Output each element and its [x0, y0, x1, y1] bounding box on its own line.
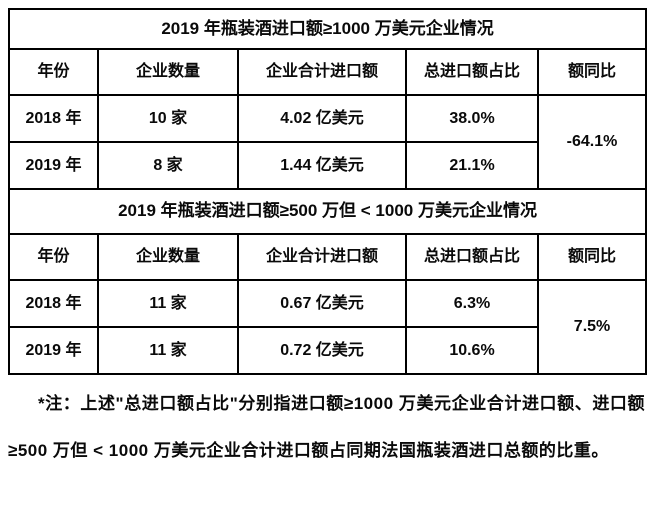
wine-import-table: 2019 年瓶装酒进口额≥1000 万美元企业情况 年份 企业数量 企业合计进口…: [7, 8, 648, 375]
table1-header-year: 年份: [8, 48, 99, 96]
table1-2019-count: 8 家: [97, 141, 239, 190]
footnote: *注：上述"总进口额占比"分别指进口额≥1000 万美元企业合计进口额、进口额≥…: [8, 394, 645, 460]
table2-2018-amount: 0.67 亿美元: [237, 279, 407, 328]
table2-header-amount: 企业合计进口额: [237, 233, 407, 281]
table1-2019-amount: 1.44 亿美元: [237, 141, 407, 190]
table1-title: 2019 年瓶装酒进口额≥1000 万美元企业情况: [7, 8, 648, 50]
table2-title: 2019 年瓶装酒进口额≥500 万但 < 1000 万美元企业情况: [7, 188, 648, 235]
table2-2018-share: 6.3%: [405, 279, 539, 328]
table1-2018-amount: 4.02 亿美元: [237, 94, 407, 143]
table1-2019-year: 2019 年: [8, 141, 99, 190]
table1-header-amount: 企业合计进口额: [237, 48, 407, 96]
table2-row-2018: 2018 年 11 家 0.67 亿美元 6.3% 7.5%: [8, 279, 648, 375]
table1-2018-year: 2018 年: [8, 94, 99, 143]
table2-header-count: 企业数量: [97, 233, 239, 281]
table1-header-share: 总进口额占比: [405, 48, 539, 96]
table2-header-yoy: 额同比: [536, 233, 648, 281]
table1-header-yoy: 额同比: [536, 48, 648, 96]
table2-yoy-value: 7.5%: [536, 279, 648, 375]
table2-2019-count: 11 家: [97, 326, 239, 375]
table2-header-year: 年份: [8, 233, 99, 281]
table1-header-count: 企业数量: [97, 48, 239, 96]
table1-row-2019: 2019 年 8 家 1.44 亿美元 21.1%: [8, 141, 646, 190]
table2-row-2019: 2019 年 11 家 0.72 亿美元 10.6%: [8, 326, 646, 375]
table1-row-2018: 2018 年 10 家 4.02 亿美元 38.0% -64.1%: [8, 94, 648, 190]
table2-2018-count: 11 家: [97, 279, 239, 328]
table1-2018-count: 10 家: [97, 94, 239, 143]
table2-2018-year: 2018 年: [8, 279, 99, 328]
table2-2019-year: 2019 年: [8, 326, 99, 375]
table2-header-share: 总进口额占比: [405, 233, 539, 281]
table2-2019-amount: 0.72 亿美元: [237, 326, 407, 375]
table2-2019-share: 10.6%: [405, 326, 539, 375]
table1-2019-share: 21.1%: [405, 141, 539, 190]
table1-2018-share: 38.0%: [405, 94, 539, 143]
table1-yoy-value: -64.1%: [536, 94, 648, 190]
